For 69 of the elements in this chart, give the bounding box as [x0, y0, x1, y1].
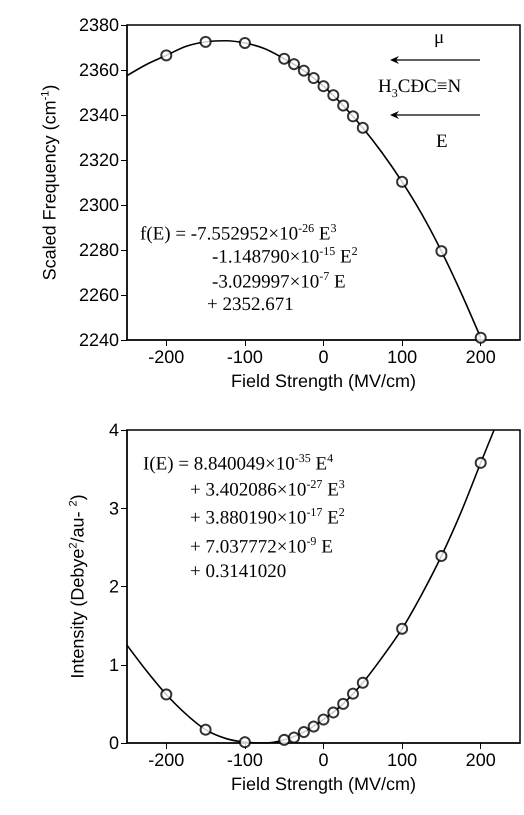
y-tick-label: 3 [108, 498, 119, 518]
annotation: + 3.880190×10$^{-17}$ E$^{2}$ [190, 505, 345, 528]
point [278, 52, 290, 65]
point [346, 688, 359, 700]
point [318, 714, 330, 726]
point [327, 89, 340, 102]
y-axis-title: Intensity (Debye2/au- 2) [68, 494, 88, 679]
annotation: E⃗ [436, 131, 462, 152]
annotation: f(E) = -7.552952×10$^{-26}$ E$^{3}$ [140, 221, 336, 244]
point [160, 49, 172, 62]
point [435, 550, 448, 562]
point [474, 332, 487, 344]
point [327, 706, 340, 718]
point [308, 720, 320, 733]
annotation: + 2352.671 [207, 294, 294, 315]
point [298, 64, 310, 77]
x-tick-label: 0 [318, 750, 329, 770]
x-axis-title: Field Strength (MV/cm) [230, 371, 416, 391]
point [337, 698, 350, 710]
point [308, 72, 320, 84]
y-tick-label: 2300 [78, 195, 119, 215]
y-axis-title: Scaled Frequency (cm-1) [40, 84, 60, 280]
x-tick-label: 200 [466, 347, 496, 367]
y-tick-label: 2340 [78, 105, 119, 125]
y-tick-label: 2320 [78, 150, 119, 170]
y-tick-label: 2360 [78, 60, 119, 80]
x-tick-label: 100 [387, 750, 418, 770]
point [298, 726, 310, 738]
point [474, 456, 487, 469]
annotation: + 7.037772×10$^{-9}$ E [190, 534, 333, 558]
point [238, 736, 251, 748]
y-tick-label: 2380 [78, 15, 119, 35]
point [288, 732, 300, 744]
x-tick-label: 0 [318, 347, 329, 367]
point [396, 176, 408, 188]
x-tick-label: -100 [226, 750, 263, 770]
y-tick-label: 2280 [78, 240, 119, 260]
point [278, 734, 290, 746]
point [288, 58, 300, 70]
y-tick-label: 2260 [78, 285, 119, 305]
annotation: H$_{3}$CÐC≡N [378, 76, 462, 100]
x-tick-label: 200 [466, 750, 496, 770]
point [346, 110, 359, 122]
point [238, 37, 251, 49]
x-tick-label: 100 [387, 347, 418, 367]
x-axis-title: Field Strength (MV/cm) [230, 774, 416, 794]
annotation: I(E) = 8.840049×10$^{-35}$ E$^{4}$ [143, 451, 334, 474]
x-tick-label: -200 [148, 347, 184, 367]
y-tick-label: 1 [108, 654, 119, 675]
point [160, 688, 172, 700]
point [337, 100, 350, 112]
annotation: -1.148790×10$^{-15}$ E$^{2}$ [212, 244, 358, 268]
annotation: -3.029997×10$^{-7}$ E [212, 269, 346, 292]
x-tick-label: -100 [226, 347, 263, 367]
y-tick-label: 2 [108, 576, 119, 596]
x-tick-label: -200 [148, 750, 184, 770]
point [200, 36, 212, 48]
point [356, 676, 369, 689]
y-tick-label: 2240 [78, 330, 119, 350]
point [396, 622, 408, 635]
point [200, 724, 212, 736]
annotation: μ⃗ [434, 27, 459, 48]
annotation: + 0.3141020 [190, 561, 286, 582]
point [435, 245, 448, 258]
point [318, 80, 330, 92]
y-tick-label: 0 [108, 733, 119, 753]
annotation: + 3.402086×10$^{-27}$ E$^{3}$ [190, 477, 345, 500]
point [356, 122, 369, 134]
y-tick-label: 4 [108, 420, 119, 440]
